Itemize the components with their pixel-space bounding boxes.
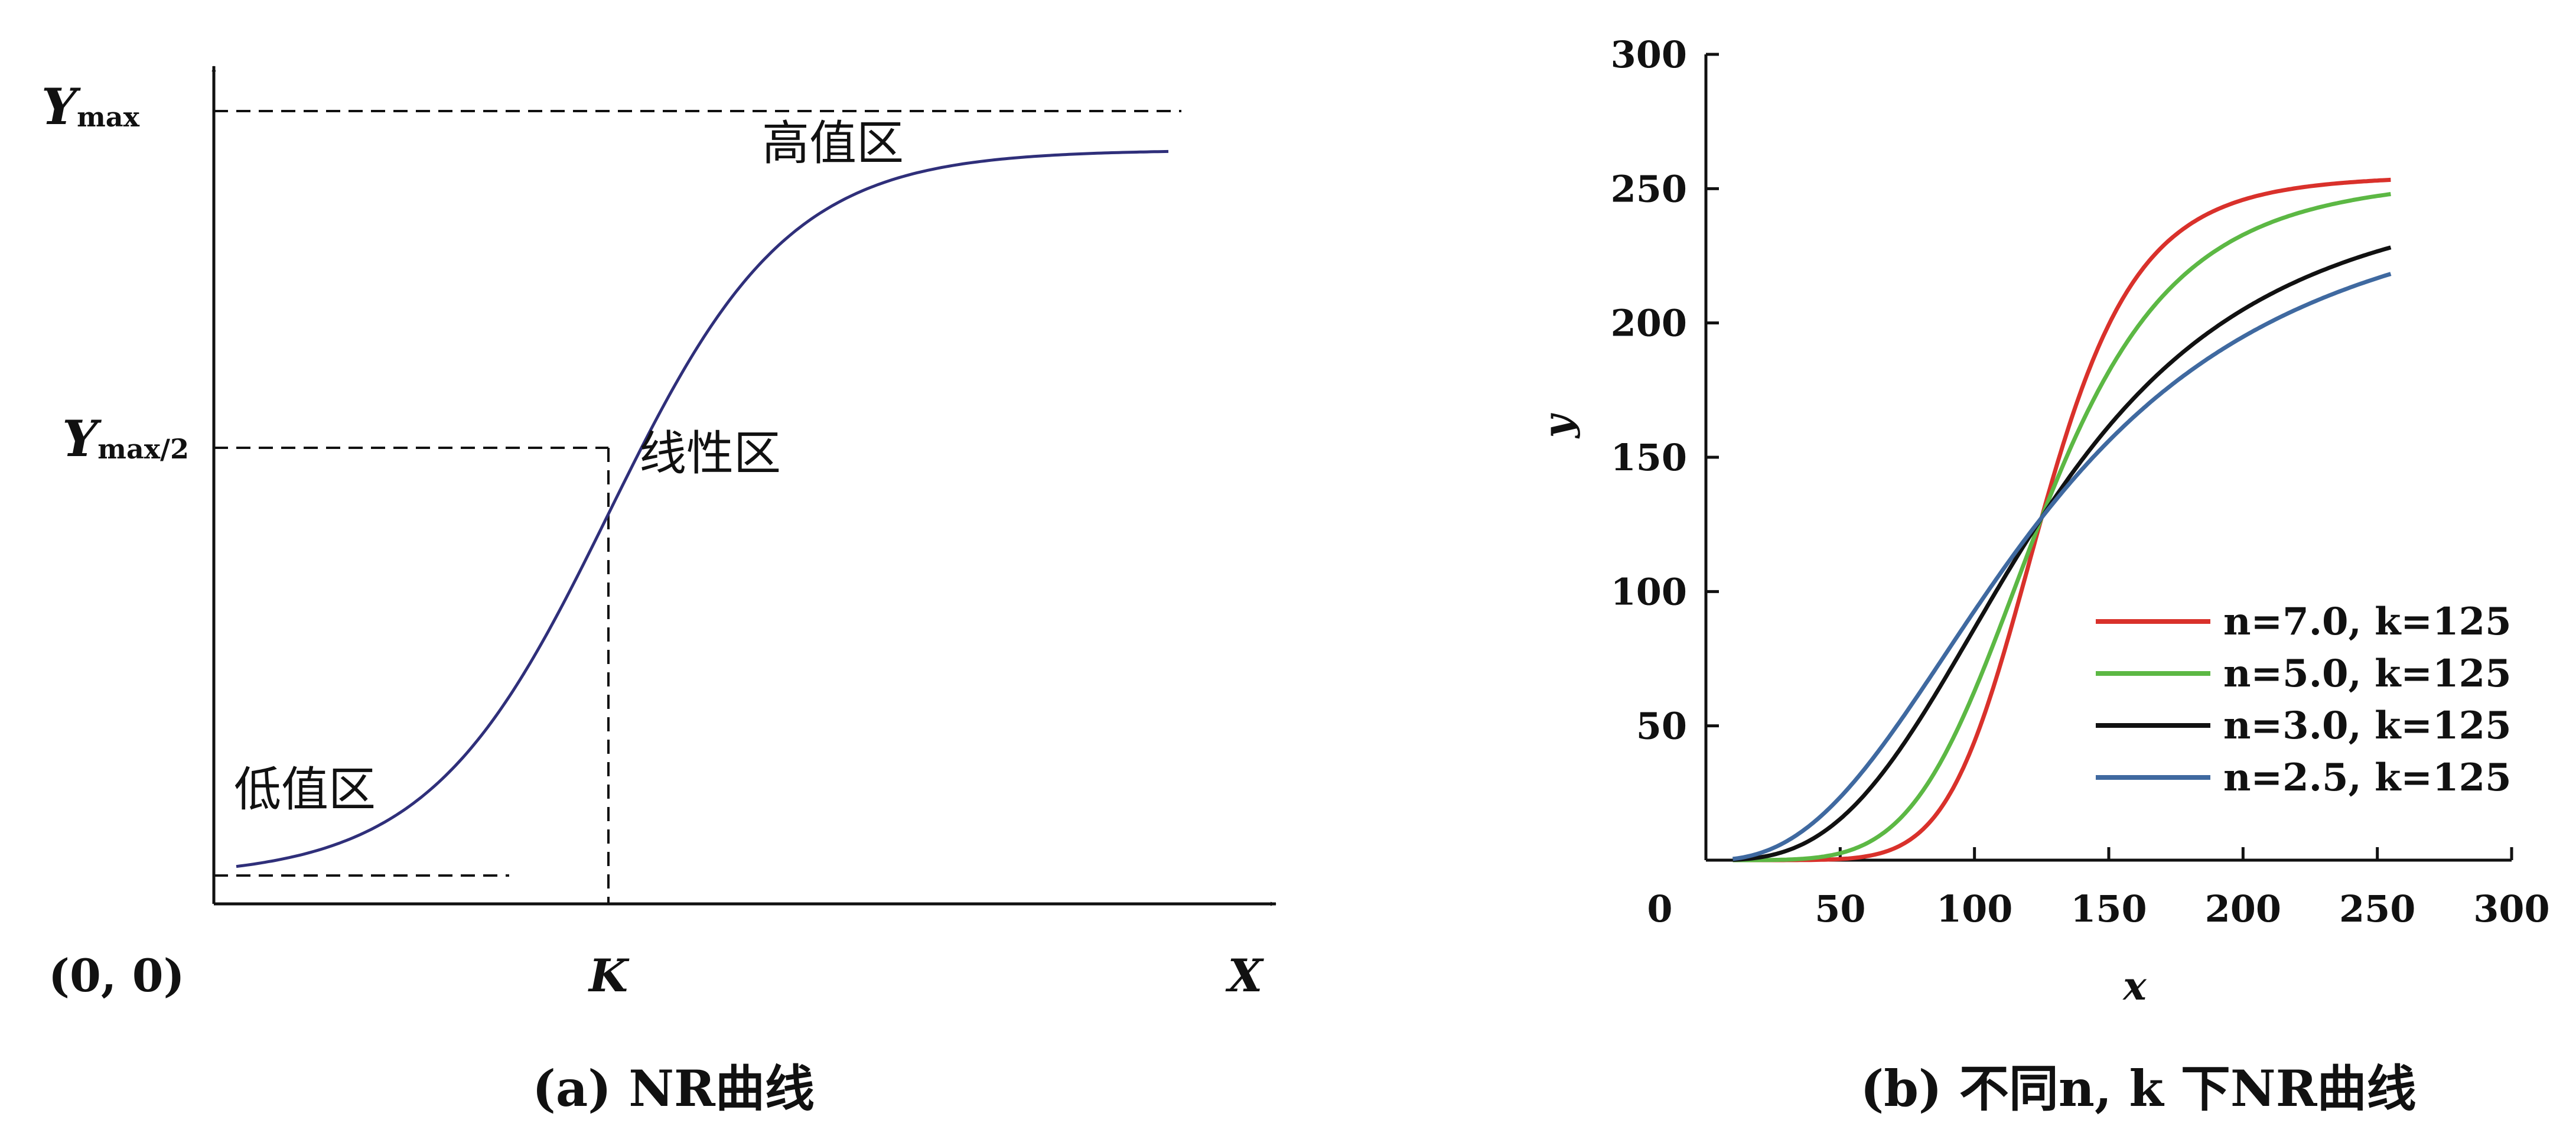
low-value-zone-label: 低值区 — [234, 762, 376, 817]
b-origin-label: 0 — [1647, 887, 1672, 930]
b-legend-label-1: n=7.0, k=125 — [2223, 600, 2512, 644]
k-axis-label: K — [588, 949, 630, 1002]
b-y-axis-label: y — [1535, 412, 1581, 439]
b-y-tick-label: 50 — [1636, 705, 1687, 748]
b-y-tick-label: 200 — [1611, 302, 1687, 345]
b-x-tick-label: 150 — [2070, 887, 2147, 930]
b-x-axis-label: x — [2122, 963, 2147, 1009]
b-series-line-2 — [1732, 192, 2391, 863]
b-series-line-4 — [1732, 272, 2392, 861]
linear-zone-label: 线性区 — [639, 426, 781, 481]
b-x-tick-label: 250 — [2339, 887, 2415, 930]
b-x-tick-label: 300 — [2473, 887, 2549, 930]
b-y-tick-label: 150 — [1611, 436, 1687, 479]
b-legend-label-4: n=2.5, k=125 — [2223, 756, 2512, 800]
b-x-tick-label: 50 — [1815, 887, 1865, 930]
nr-curve-panel: Ymax Ymax/2 高值区 线性区 低值区 (0, 0) K X (a) N… — [41, 66, 1276, 1118]
b-series-line-3 — [1732, 245, 2392, 862]
b-legend: n=7.0, k=125 n=5.0, k=125 n=3.0, k=125 n=2.… — [2096, 600, 2512, 800]
b-y-tick-label: 100 — [1611, 570, 1687, 613]
caption-a: (a) NR曲线 — [532, 1059, 815, 1118]
ymax-label: Ymax — [41, 77, 139, 136]
b-y-tick-label: 300 — [1611, 33, 1687, 76]
b-legend-label-3: n=3.0, k=125 — [2223, 704, 2512, 748]
b-x-tick-label: 200 — [2205, 887, 2281, 930]
x-axis-label: X — [1226, 949, 1265, 1002]
b-legend-label-2: n=5.0, k=125 — [2223, 652, 2512, 696]
yhalf-label: Ymax/2 — [62, 409, 189, 468]
nr-sigmoid-curve — [236, 149, 1169, 868]
b-y-ticks: 50 100 150 200 250 300 — [1611, 33, 1719, 748]
b-x-tick-label: 100 — [1936, 887, 2012, 930]
caption-b: (b) 不同n, k 下NR曲线 — [1860, 1059, 2416, 1118]
b-series-lines — [1732, 177, 2392, 863]
b-series-line-1 — [1732, 177, 2391, 863]
b-y-tick-label: 250 — [1611, 167, 1687, 210]
high-value-zone-label: 高值区 — [762, 116, 904, 171]
origin-label: (0, 0) — [48, 949, 185, 1002]
